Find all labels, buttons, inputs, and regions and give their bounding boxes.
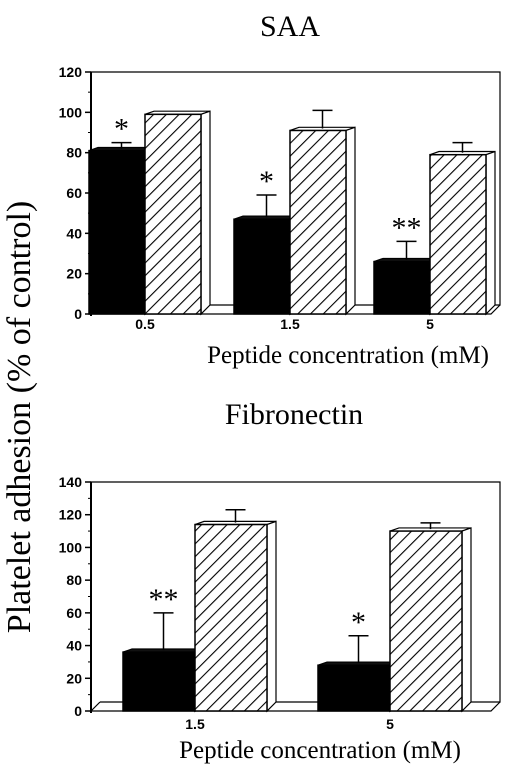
significance-marker: ** xyxy=(392,211,422,244)
bar xyxy=(122,651,196,712)
y-tick-label: 20 xyxy=(66,670,82,686)
y-tick-label: 100 xyxy=(59,104,83,120)
bar xyxy=(429,153,487,315)
y-tick-label: 120 xyxy=(59,507,83,523)
x-tick-label: 1.5 xyxy=(280,316,300,332)
x-tick-label: 1.5 xyxy=(185,716,205,732)
bar-side xyxy=(485,150,496,316)
bar xyxy=(144,113,202,315)
bar xyxy=(389,530,463,712)
chart-title: Fibronectin xyxy=(225,398,363,431)
y-tick-label: 80 xyxy=(66,145,82,161)
y-tick-label: 0 xyxy=(74,703,82,719)
bar xyxy=(317,664,391,712)
bar xyxy=(88,149,146,315)
x-axis-label: Peptide concentration (mM) xyxy=(179,737,461,764)
y-tick-label: 0 xyxy=(74,306,82,322)
y-tick-label: 80 xyxy=(66,572,82,588)
bar xyxy=(194,523,268,712)
x-tick-label: 5 xyxy=(426,316,434,332)
bar-side xyxy=(345,126,356,316)
y-tick-label: 140 xyxy=(59,474,83,490)
y-tick-label: 60 xyxy=(66,605,82,621)
x-tick-label: 0.5 xyxy=(135,316,155,332)
y-tick-label: 40 xyxy=(66,638,82,654)
y-tick-label: 100 xyxy=(59,539,83,555)
x-tick-label: 5 xyxy=(386,716,394,732)
bar xyxy=(373,260,431,315)
y-tick-label: 20 xyxy=(66,266,82,282)
y-tick-label: 60 xyxy=(66,185,82,201)
bar xyxy=(233,218,291,315)
bar-side xyxy=(200,110,211,316)
plot-floor xyxy=(89,701,501,712)
chart-title: SAA xyxy=(260,10,320,43)
y-tick-label: 120 xyxy=(59,64,83,80)
bar-side xyxy=(266,520,277,713)
y-tick-label: 40 xyxy=(66,225,82,241)
x-axis-label: Peptide concentration (mM) xyxy=(207,342,489,369)
bar xyxy=(289,129,347,315)
significance-marker: * xyxy=(114,113,129,146)
significance-marker: * xyxy=(259,165,274,198)
significance-marker: ** xyxy=(149,583,179,616)
significance-marker: * xyxy=(351,606,366,639)
bar-side xyxy=(461,527,472,713)
y-axis-label: Platelet adhesion (% of control) xyxy=(1,201,38,633)
